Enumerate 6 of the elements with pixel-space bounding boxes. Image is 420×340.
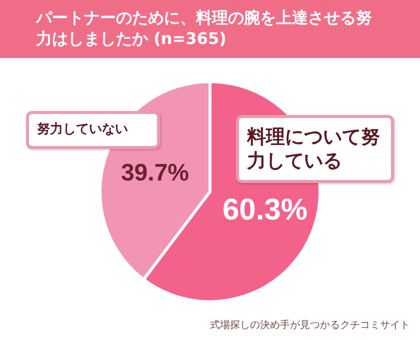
data-label: 60.3% [222, 194, 308, 227]
text: 式場探しの決め手が見つかるクチコミサイト [210, 318, 410, 332]
slice-label: 料理について努力している [236, 115, 394, 183]
data-label: 39.7% [120, 160, 190, 187]
slice-label: 努力していない [26, 111, 160, 149]
chart-title: パートナーのために、料理の腕を上達させる努力はしましたか (n=365) [36, 7, 373, 49]
